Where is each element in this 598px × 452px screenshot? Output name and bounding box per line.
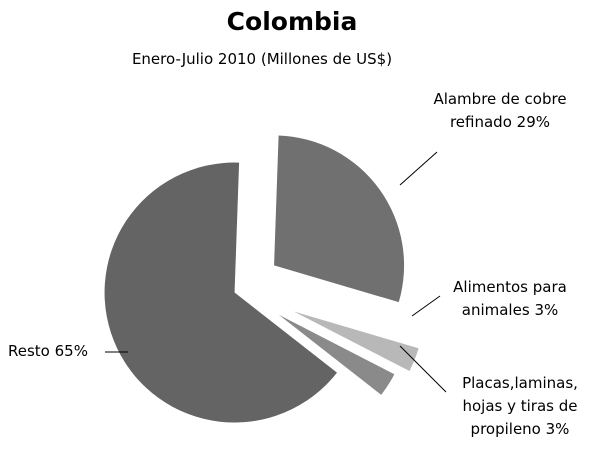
value-label: 3% [534, 301, 559, 319]
pie-slice [278, 314, 395, 395]
pie-slice [293, 311, 419, 371]
leader-line [411, 295, 441, 317]
slice-label: Alimentos para animales 3% [430, 276, 590, 322]
chart-subtitle: Enero-Julio 2010 (Millones de US$) [132, 50, 392, 68]
value-label: 3% [545, 420, 570, 438]
slice-label: Alambre de cobre refinado 29% [425, 88, 575, 134]
category-label: Alimentos para animales [453, 278, 567, 319]
category-label: Placas,laminas, hojas y tiras de propile… [462, 374, 578, 438]
slice-label: Placas,laminas, hojas y tiras de propile… [440, 372, 598, 441]
category-label: Alambre de cobre refinado [433, 90, 567, 131]
leader-line [399, 151, 438, 186]
slice-label: Resto 65% [8, 340, 108, 363]
pie-slice [274, 135, 405, 303]
pie-slice [104, 162, 338, 423]
category-label: Resto [8, 342, 50, 360]
chart-title: Colombia [227, 7, 358, 36]
value-label: 29% [516, 113, 551, 131]
leader-line [399, 345, 447, 393]
value-label: 65% [54, 342, 88, 360]
